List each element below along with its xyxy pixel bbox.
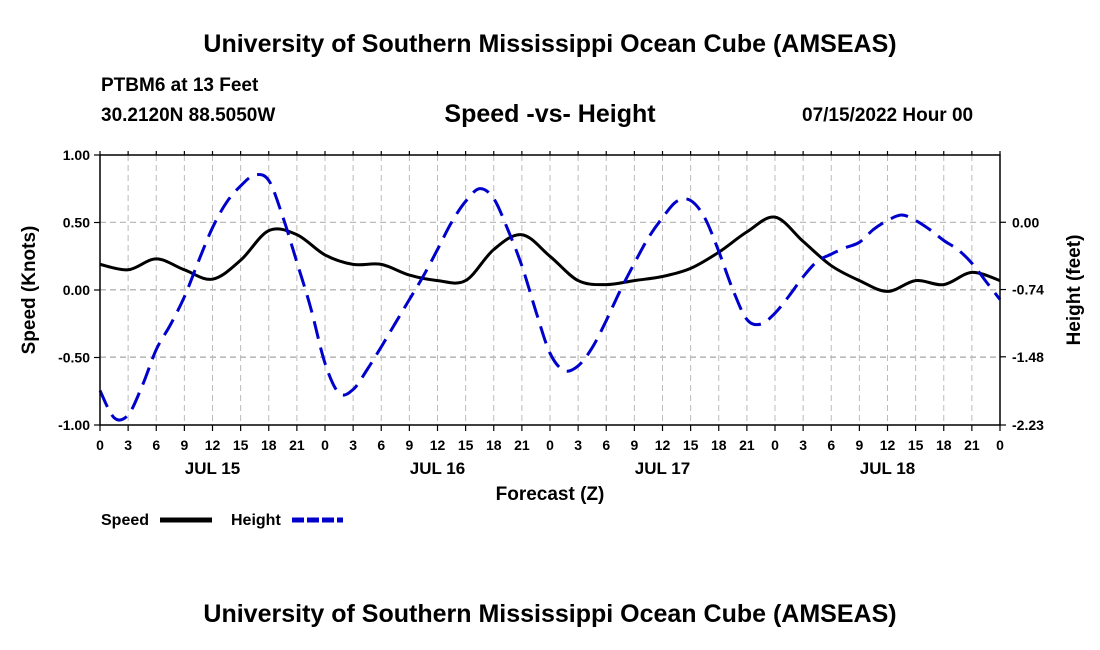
x-axis-title: Forecast (Z) bbox=[496, 484, 605, 505]
x-tick-label: 15 bbox=[683, 437, 699, 453]
x-tick-label: 15 bbox=[908, 437, 924, 453]
y-tick-label-right: 0.00 bbox=[1012, 214, 1039, 230]
x-tick-label: 15 bbox=[458, 437, 474, 453]
x-tick-label: 9 bbox=[180, 437, 188, 453]
x-tick-label: 21 bbox=[289, 437, 305, 453]
x-tick-label: 18 bbox=[261, 437, 277, 453]
chart-subtitle: Speed -vs- Height bbox=[444, 100, 656, 128]
y-tick-label-left: 0.00 bbox=[63, 282, 90, 298]
x-tick-label: 9 bbox=[405, 437, 413, 453]
x-tick-label: 3 bbox=[349, 437, 357, 453]
x-tick-label: 12 bbox=[205, 437, 221, 453]
day-label: JUL 18 bbox=[860, 459, 915, 478]
day-label: JUL 17 bbox=[635, 459, 690, 478]
x-tick-label: 0 bbox=[546, 437, 554, 453]
forecast-datetime: 07/15/2022 Hour 00 bbox=[802, 105, 974, 126]
day-label: JUL 15 bbox=[185, 459, 240, 478]
x-tick-label: 6 bbox=[827, 437, 835, 453]
y-axis-title-left: Speed (Knots) bbox=[19, 226, 40, 355]
x-tick-label: 12 bbox=[880, 437, 896, 453]
x-tick-label: 12 bbox=[655, 437, 671, 453]
x-tick-label: 18 bbox=[711, 437, 727, 453]
day-label: JUL 16 bbox=[410, 459, 465, 478]
x-tick-label: 3 bbox=[124, 437, 132, 453]
x-tick-label: 0 bbox=[96, 437, 104, 453]
y-tick-label-right: -1.48 bbox=[1012, 349, 1044, 365]
station-name: PTBM6 at 13 Feet bbox=[101, 75, 259, 96]
y-tick-label-right: -2.23 bbox=[1012, 417, 1044, 433]
station-coordinates: 30.2120N 88.5050W bbox=[101, 105, 276, 126]
x-tick-label: 15 bbox=[233, 437, 249, 453]
x-tick-label: 21 bbox=[514, 437, 530, 453]
x-tick-label: 9 bbox=[855, 437, 863, 453]
y-tick-label-left: -0.50 bbox=[58, 350, 90, 366]
y-tick-label-right: -0.74 bbox=[1012, 282, 1044, 298]
x-tick-label: 3 bbox=[574, 437, 582, 453]
speed-series-line bbox=[99, 215, 1001, 293]
legend-label-height: Height bbox=[231, 512, 281, 529]
y-tick-label-left: 1.00 bbox=[63, 147, 90, 163]
y-axis-title-right: Height (feet) bbox=[1064, 235, 1085, 346]
x-tick-label: 21 bbox=[739, 437, 755, 453]
x-tick-label: 0 bbox=[321, 437, 329, 453]
x-tick-label: 9 bbox=[630, 437, 638, 453]
height-series-line bbox=[98, 172, 1002, 422]
x-tick-label: 21 bbox=[964, 437, 980, 453]
x-tick-label: 18 bbox=[486, 437, 502, 453]
y-tick-label-left: 0.50 bbox=[63, 215, 90, 231]
x-tick-label: 0 bbox=[771, 437, 779, 453]
main-title: University of Southern Mississippi Ocean… bbox=[203, 30, 897, 58]
x-tick-label: 18 bbox=[936, 437, 952, 453]
x-tick-label: 0 bbox=[996, 437, 1004, 453]
y-tick-label-left: -1.00 bbox=[58, 417, 90, 433]
x-tick-label: 12 bbox=[430, 437, 446, 453]
footer-title: University of Southern Mississippi Ocean… bbox=[203, 600, 897, 628]
legend-label-speed: Speed bbox=[101, 512, 149, 529]
x-tick-label: 3 bbox=[799, 437, 807, 453]
x-tick-label: 6 bbox=[377, 437, 385, 453]
x-tick-label: 6 bbox=[152, 437, 160, 453]
x-tick-label: 6 bbox=[602, 437, 610, 453]
